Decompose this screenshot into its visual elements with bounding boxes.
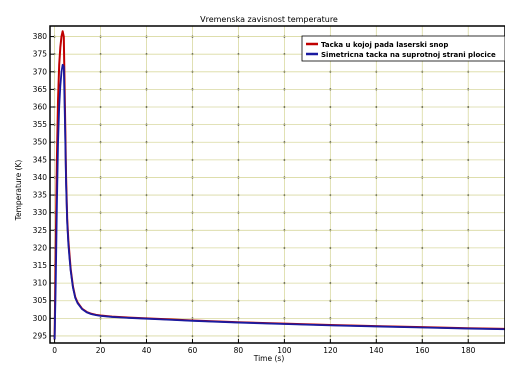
y-tick-label: 370 xyxy=(33,67,48,76)
legend: Tacka u kojoj pada laserski snop Simetri… xyxy=(301,35,505,62)
y-tick-label: 320 xyxy=(33,243,48,252)
y-axis-label: Temperature (K) xyxy=(14,160,23,222)
y-tick-label: 360 xyxy=(33,103,48,112)
plot-frame xyxy=(49,25,505,344)
y-tick-label: 305 xyxy=(33,296,48,305)
legend-box xyxy=(301,35,505,62)
y-tick-label: 355 xyxy=(33,120,48,129)
legend-label-series-1: Tacka u kojoj pada laserski snop xyxy=(321,41,448,49)
plot-area xyxy=(49,25,505,344)
x-tick-label: 20 xyxy=(96,346,106,355)
y-tick-label: 325 xyxy=(33,226,48,235)
x-tick-label: 60 xyxy=(188,346,198,355)
series-line-2 xyxy=(53,63,505,340)
y-tick-label: 350 xyxy=(33,138,48,147)
chart-title: Vremenska zavisnost temperature xyxy=(200,15,338,24)
y-tick-label: 375 xyxy=(33,50,48,59)
x-tick-label: 100 xyxy=(277,346,292,355)
y-tick-label: 330 xyxy=(33,208,48,217)
y-tick-label: 345 xyxy=(33,155,48,164)
legend-label-series-2: Simetricna tacka na suprotnoj strani plo… xyxy=(321,51,496,59)
y-tick-label: 295 xyxy=(33,331,48,340)
series-lines xyxy=(53,30,505,340)
y-tick-label: 380 xyxy=(33,32,48,41)
y-tick-label: 315 xyxy=(33,261,48,270)
x-tick-label: 0 xyxy=(52,346,57,355)
x-tick-label: 40 xyxy=(142,346,152,355)
x-axis: 0 20 40 60 80 100 120 140 160 180 xyxy=(52,339,476,355)
y-tick-label: 310 xyxy=(33,279,48,288)
x-tick-label: 140 xyxy=(369,346,384,355)
y-axis: 295 300 305 310 315 320 325 330 335 340 345 350 355 3… xyxy=(33,32,54,340)
x-tick-label: 80 xyxy=(234,346,244,355)
y-tick-label: 365 xyxy=(33,85,48,94)
x-tick-label: 160 xyxy=(415,346,430,355)
y-tick-label: 300 xyxy=(33,314,48,323)
x-tick-label: 180 xyxy=(461,346,476,355)
y-tick-label: 340 xyxy=(33,173,48,182)
x-axis-label: Time (s) xyxy=(253,354,285,363)
plot-background xyxy=(50,26,505,343)
y-tick-label: 335 xyxy=(33,191,48,200)
x-tick-label: 120 xyxy=(323,346,338,355)
